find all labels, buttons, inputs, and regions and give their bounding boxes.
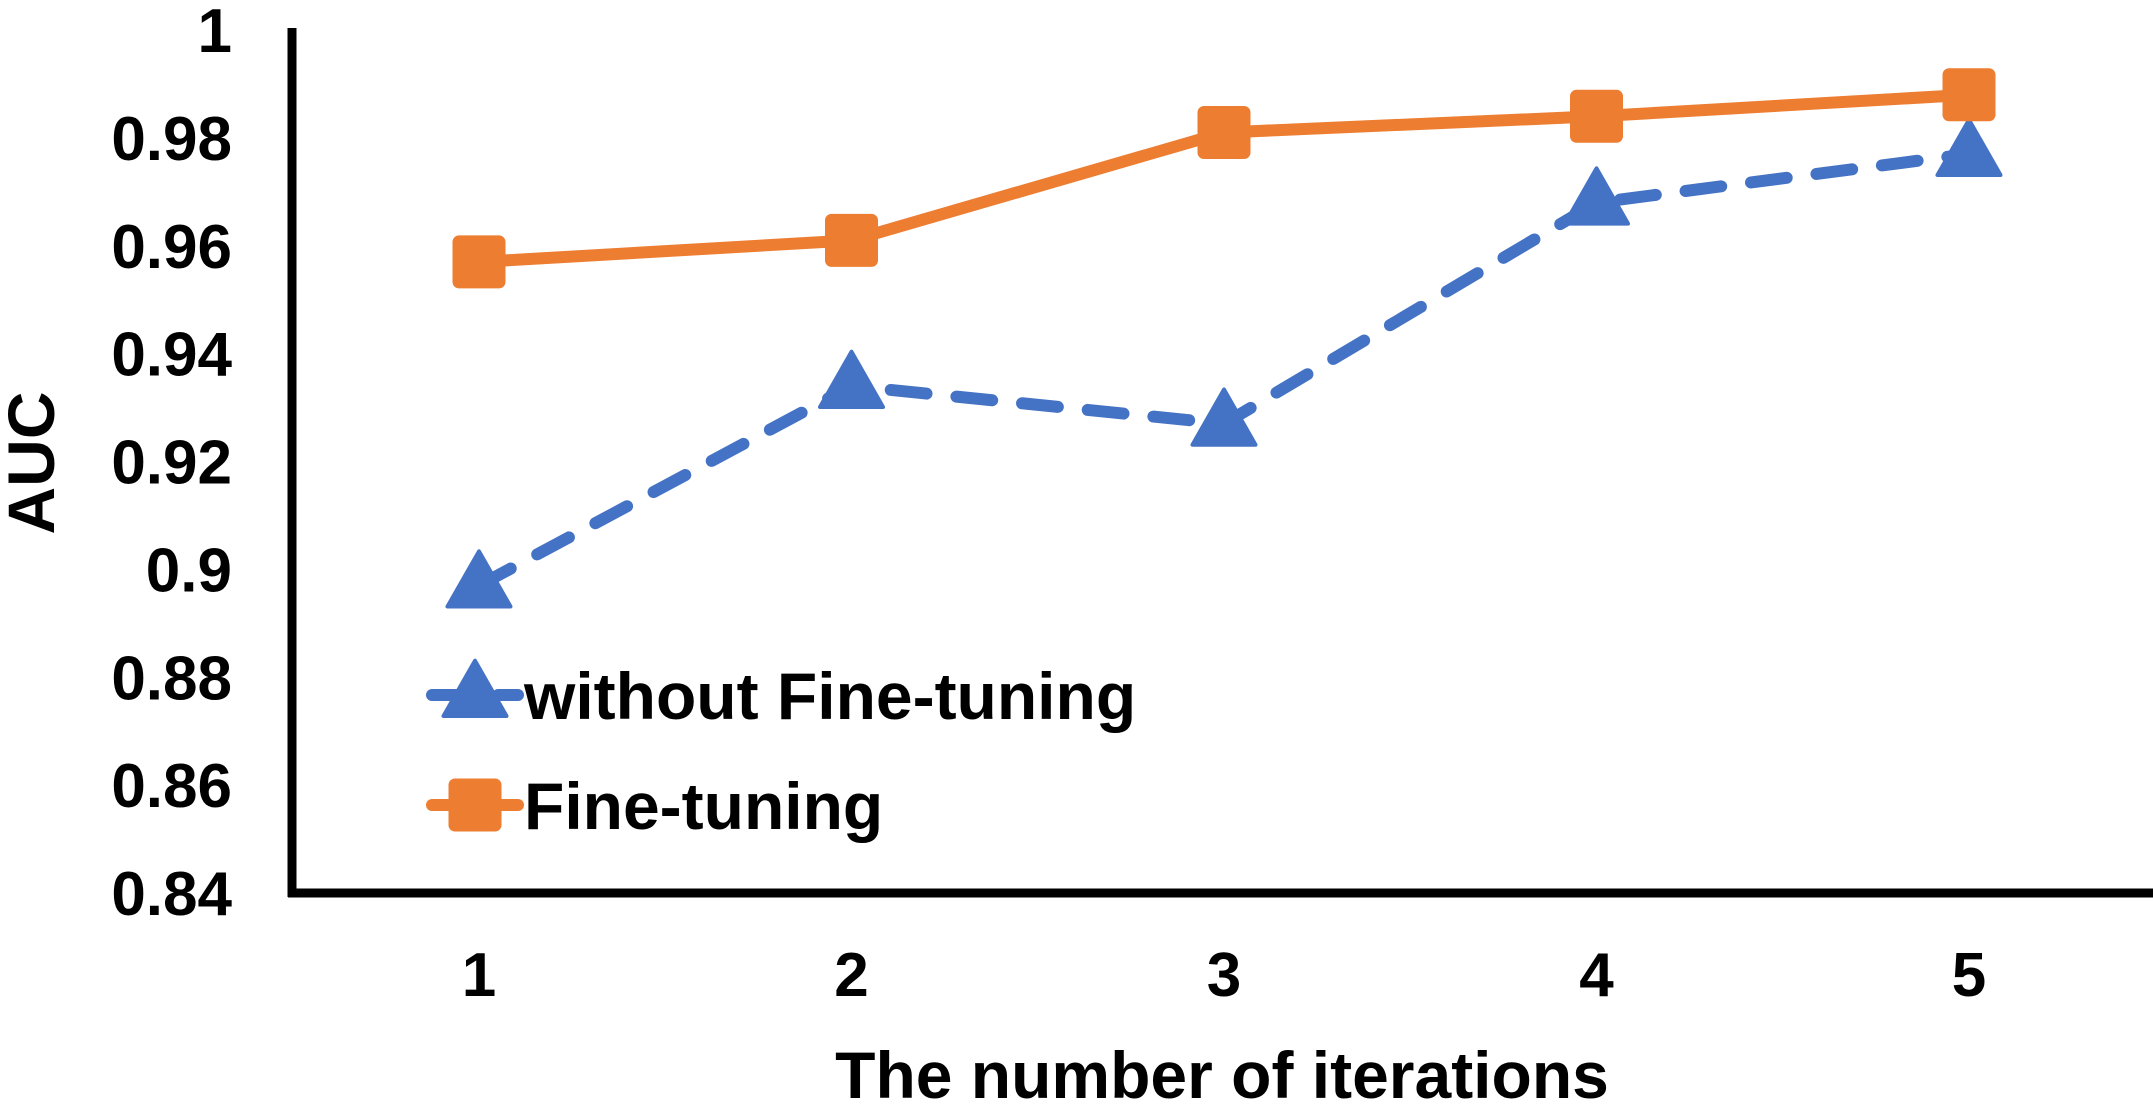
legend-item: Fine-tuning [426, 769, 883, 843]
x-tick-label: 5 [1952, 941, 1986, 1010]
y-tick-label: 0.88 [111, 644, 232, 713]
x-tick-label: 4 [1579, 941, 1614, 1010]
x-axis-title: The number of iterations [835, 1038, 1609, 1103]
series-line [473, 148, 1975, 592]
legend-item: without Fine-tuning [426, 658, 1136, 733]
y-tick-label: 0.86 [111, 752, 232, 821]
series-fine-tuning [452, 68, 1996, 289]
y-tick-label: 0.92 [111, 429, 232, 498]
y-tick-labels: 0.84 0.86 0.88 0.9 0.92 0.94 0.96 0.98 1 [111, 0, 232, 929]
x-tick-label: 3 [1207, 941, 1241, 1010]
y-axis-title: AUC [0, 392, 68, 535]
triangle-marker [1935, 117, 2003, 178]
square-marker [825, 213, 878, 267]
y-tick-label: 0.98 [111, 105, 232, 174]
series-without-fine-tuning [445, 117, 2003, 609]
legend: without Fine-tuning Fine-tuning [426, 658, 1136, 843]
x-tick-label: 1 [462, 941, 496, 1010]
x-tick-labels: 1 2 3 4 5 [462, 941, 1986, 1010]
y-tick-label: 0.96 [111, 213, 232, 282]
y-tick-label: 0.94 [111, 321, 232, 390]
y-tick-label: 1 [198, 0, 232, 66]
series-group [445, 68, 2003, 609]
y-tick-label: 0.84 [111, 860, 232, 929]
y-tick-label: 0.9 [146, 536, 232, 605]
triangle-marker [441, 658, 509, 718]
legend-label: without Fine-tuning [523, 659, 1136, 733]
axes [287, 28, 2153, 898]
x-tick-label: 2 [834, 941, 868, 1010]
square-marker [1197, 105, 1251, 159]
legend-label: Fine-tuning [524, 769, 883, 843]
triangle-marker [818, 349, 885, 409]
square-marker [452, 235, 506, 289]
square-marker [1570, 89, 1623, 143]
triangle-marker [1563, 166, 1630, 226]
triangle-marker [1190, 387, 1258, 447]
square-marker [1942, 68, 1996, 122]
square-marker [448, 778, 502, 832]
triangle-marker [445, 549, 513, 609]
